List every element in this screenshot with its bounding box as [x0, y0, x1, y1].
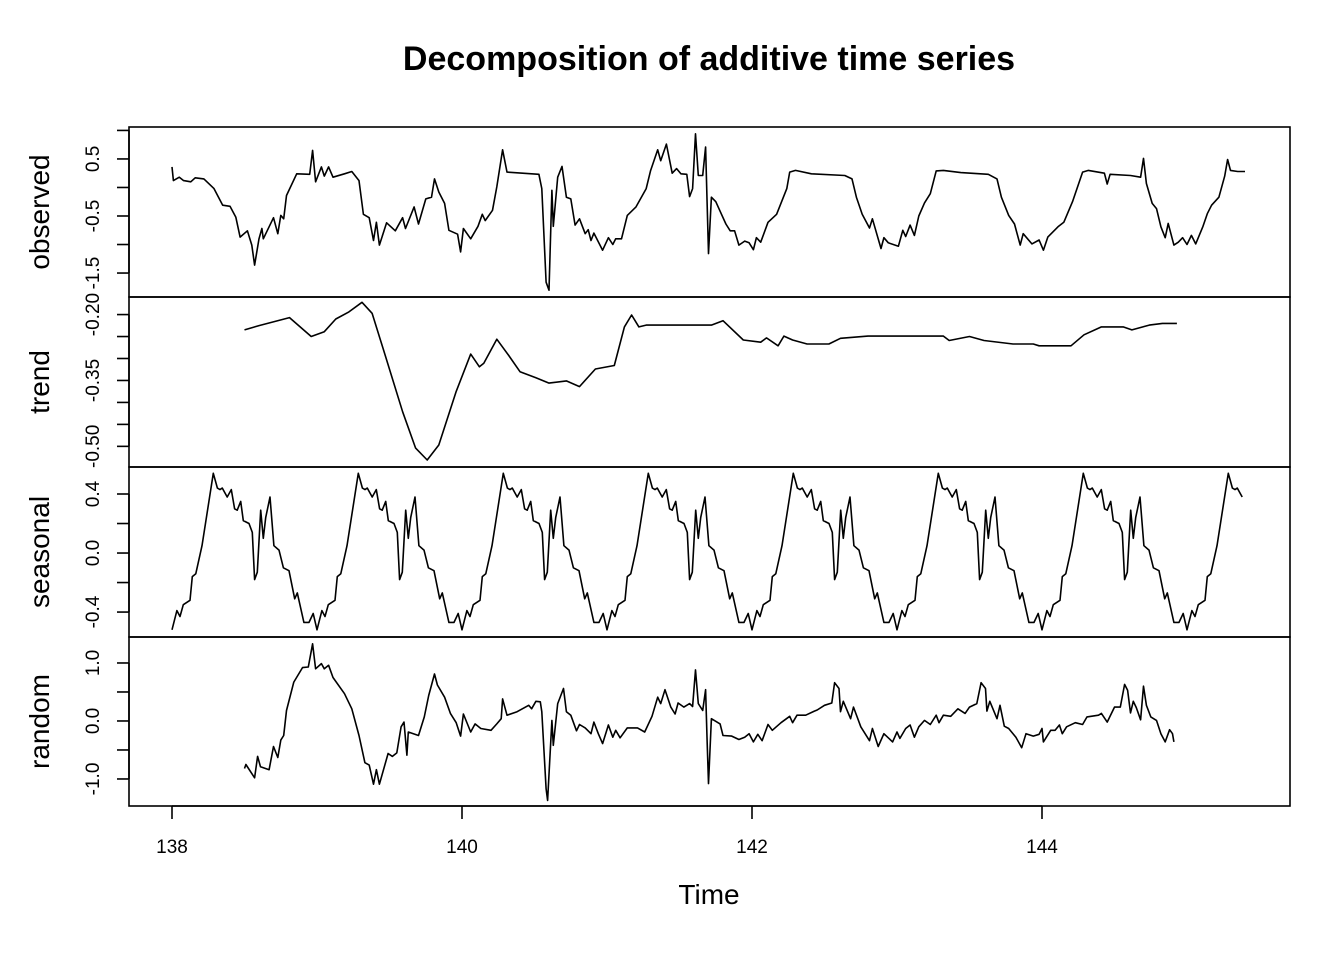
trend-y-tick-label: -0.20: [83, 293, 104, 336]
observed-series-line: [171, 133, 1245, 291]
seasonal-y-tick-label: 0.0: [83, 540, 104, 566]
trend-frame: [128, 296, 1291, 468]
observed-frame: [128, 126, 1291, 298]
panel-random: -1.0 0.0 1.0 random: [24, 636, 1291, 807]
panel-seasonal: -0.4 0.0 0.4 seasonal: [24, 466, 1291, 638]
random-panel-label: random: [24, 674, 55, 769]
random-y-tick-label: 1.0: [83, 650, 104, 676]
trend-series-line: [244, 301, 1177, 461]
x-axis-label: Time: [678, 879, 739, 910]
x-tick-label: 142: [736, 837, 768, 858]
chart-title: Decomposition of additive time series: [403, 40, 1015, 78]
observed-y-tick-label: -1.5: [83, 257, 104, 290]
panel-observed: -1.5 -0.5 0.5 observed: [24, 126, 1291, 298]
x-tick-label: 144: [1026, 837, 1058, 858]
observed-y-axis: -1.5 -0.5 0.5: [83, 129, 130, 290]
observed-y-tick-label: -0.5: [83, 200, 104, 233]
trend-y-tick-label: -0.35: [83, 359, 104, 402]
trend-y-tick-label: -0.50: [83, 425, 104, 468]
panels: -1.5-0.50.5observed-0.50-0.35-0.20trend-…: [24, 126, 1291, 807]
x-tick-label: 140: [446, 837, 478, 858]
random-y-axis: -1.0 0.0 1.0: [83, 650, 130, 796]
random-y-tick-label: 0.0: [83, 708, 104, 734]
seasonal-y-tick-label: -0.4: [83, 595, 104, 628]
seasonal-panel-label: seasonal: [24, 496, 55, 608]
seasonal-y-axis: -0.4 0.0 0.4: [83, 480, 130, 628]
trend-y-axis: -0.50 -0.35 -0.20: [83, 293, 130, 468]
observed-y-tick-label: 0.5: [83, 146, 104, 172]
random-frame: [128, 636, 1291, 807]
seasonal-frame: [128, 466, 1291, 638]
x-axis: 138 140 142 144: [156, 805, 1058, 858]
seasonal-y-tick-label: 0.4: [83, 480, 104, 507]
random-y-tick-label: -1.0: [83, 763, 104, 796]
seasonal-series-line: [171, 472, 1243, 631]
trend-panel-label: trend: [24, 350, 55, 414]
panel-trend: -0.50 -0.35 -0.20 trend: [24, 293, 1291, 468]
x-tick-label: 138: [156, 837, 188, 858]
random-series-line: [243, 643, 1175, 802]
observed-panel-label: observed: [24, 154, 55, 269]
